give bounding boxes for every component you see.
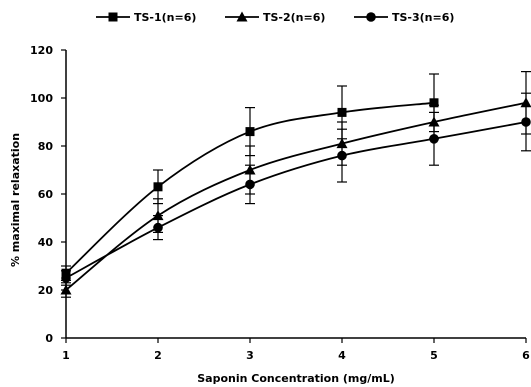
- series-3-point: [61, 273, 71, 283]
- series-3-point: [245, 179, 255, 190]
- legend-item-2: TS-2(n=6): [225, 11, 325, 24]
- x-tick-label: 4: [338, 349, 346, 362]
- legend-item-3: TS-3(n=6): [354, 11, 454, 24]
- x-tick-label: 2: [154, 349, 162, 362]
- series-3-point: [153, 222, 163, 233]
- series-2-line: [65, 101, 527, 291]
- series-2-point: [60, 284, 72, 295]
- legend-item-3-label: TS-3(n=6): [392, 11, 454, 24]
- series-1-point: [337, 107, 347, 117]
- series-3-point: [521, 117, 531, 127]
- series-1-point: [153, 182, 163, 192]
- y-tick-label: 120: [30, 44, 53, 57]
- chart-axes: [65, 50, 526, 339]
- x-tick-label: 3: [246, 349, 254, 362]
- series-2-group: [60, 70, 531, 298]
- y-tick-label: 80: [38, 140, 54, 153]
- y-axis-title: % maximal relaxation: [9, 133, 22, 267]
- series-3-group: [61, 92, 531, 286]
- series-1-point: [429, 98, 439, 108]
- y-tick-label: 60: [38, 188, 54, 201]
- series-3-line: [65, 121, 527, 279]
- x-tick-label: 5: [430, 349, 438, 362]
- legend-item-3-marker: [366, 12, 376, 22]
- legend-item-2-label: TS-2(n=6): [263, 11, 325, 24]
- series-3-point: [429, 134, 439, 144]
- legend-item-1: TS-1(n=6): [96, 11, 196, 24]
- legend-item-1-label: TS-1(n=6): [134, 11, 196, 24]
- y-tick-label: 100: [30, 92, 53, 105]
- x-axis-title: Saponin Concentration (mg/mL): [197, 372, 395, 385]
- x-tick-label: 6: [522, 349, 530, 362]
- chart-legend: TS-1(n=6) TS-2(n=6) TS-3(n=6): [96, 11, 454, 24]
- legend-item-2-marker: [236, 11, 248, 22]
- series-1-point: [245, 127, 255, 137]
- series-3-point: [337, 150, 347, 161]
- y-tick-label: 0: [45, 332, 53, 345]
- chart-plot-area: [60, 70, 531, 298]
- y-tick-label: 40: [38, 236, 54, 249]
- legend-item-1-marker: [108, 12, 118, 22]
- y-tick-label: 20: [38, 284, 54, 297]
- x-tick-label: 1: [62, 349, 70, 362]
- chart-ticks: 0 20 40 60 80 100 120 1 2 3 4 5 6: [30, 44, 530, 362]
